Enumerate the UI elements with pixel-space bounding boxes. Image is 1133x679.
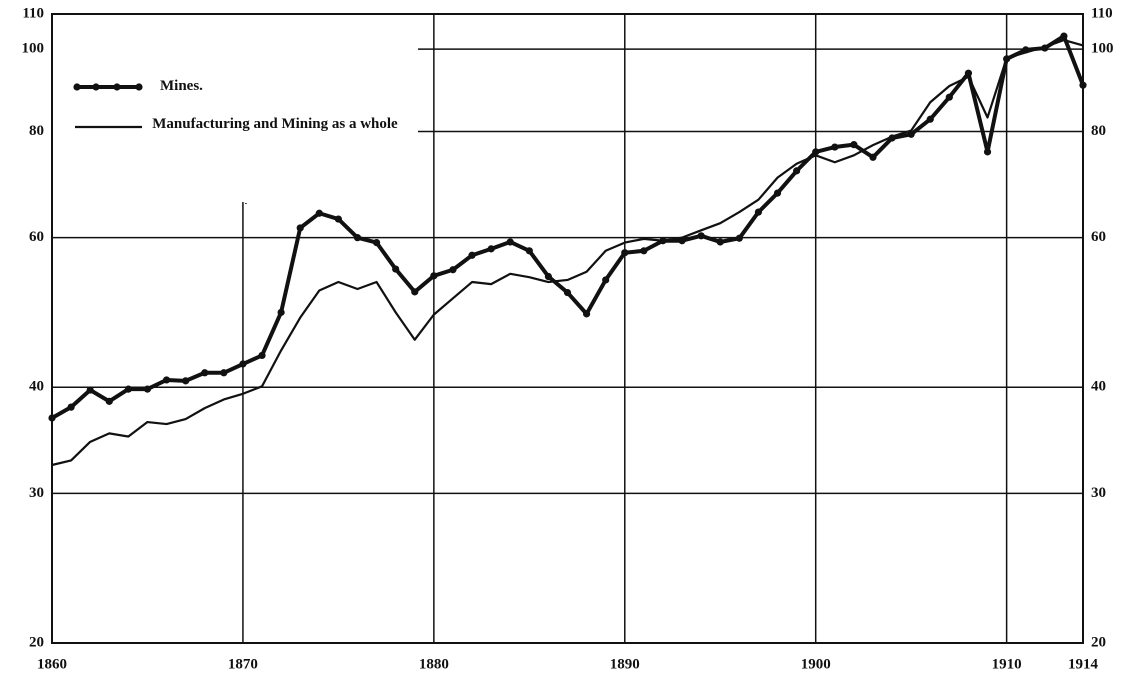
- data-point: [1079, 81, 1087, 89]
- y-tick-label: 100: [22, 41, 45, 57]
- data-point: [640, 247, 648, 255]
- data-point: [602, 276, 610, 284]
- data-point: [239, 360, 247, 368]
- data-point: [392, 265, 400, 273]
- legend-marker: [135, 83, 143, 91]
- y-tick-label-right: 60: [1091, 229, 1106, 245]
- data-point: [411, 288, 419, 296]
- y-tick-label-right: 40: [1091, 379, 1106, 395]
- data-point: [773, 189, 782, 197]
- data-point: [315, 209, 323, 217]
- data-point: [296, 224, 304, 232]
- y-tick-label-right: 110: [1091, 5, 1113, 21]
- data-point: [220, 369, 228, 377]
- data-point: [850, 141, 858, 149]
- y-tick-label-right: 20: [1091, 634, 1106, 650]
- x-tick-label: 1890: [610, 656, 640, 672]
- x-tick-label: 1914: [1068, 656, 1099, 672]
- data-point: [182, 377, 190, 385]
- data-point: [812, 148, 820, 156]
- legend-label: Mines.: [160, 78, 203, 94]
- y-tick-label-right: 100: [1091, 41, 1114, 57]
- x-tick-label: 1860: [37, 656, 67, 672]
- legend-box: [53, 15, 418, 202]
- data-point: [162, 376, 171, 384]
- data-point: [831, 143, 839, 151]
- legend-label: Manufacturing and Mining as a whole: [152, 116, 398, 132]
- data-point: [86, 386, 94, 394]
- data-point: [449, 266, 457, 274]
- legend-marker: [73, 83, 81, 91]
- data-point: [793, 167, 801, 175]
- data-point: [468, 251, 476, 259]
- data-point: [506, 238, 514, 246]
- data-point: [334, 215, 342, 223]
- data-point: [525, 247, 533, 255]
- data-point: [124, 385, 132, 393]
- legend-marker: [92, 83, 100, 91]
- x-tick-label: 1880: [419, 656, 449, 672]
- data-point: [735, 234, 743, 242]
- y-tick-label: 30: [29, 485, 44, 501]
- data-point: [716, 238, 724, 246]
- data-point: [143, 385, 152, 393]
- y-tick-label: 40: [29, 379, 44, 395]
- data-point: [1060, 32, 1068, 40]
- data-point: [582, 310, 591, 318]
- data-point: [697, 232, 705, 240]
- data-point: [430, 272, 438, 280]
- data-point: [621, 249, 629, 257]
- x-tick-label: 1910: [992, 656, 1022, 672]
- series-line: [51, 38, 1084, 467]
- data-point: [201, 369, 209, 377]
- data-point: [869, 153, 877, 161]
- data-point: [487, 245, 495, 253]
- x-tick-label: 1870: [228, 656, 258, 672]
- y-tick-label: 20: [29, 634, 44, 650]
- data-point: [945, 93, 953, 101]
- data-point: [105, 397, 113, 405]
- data-point: [754, 208, 763, 216]
- data-point: [983, 148, 992, 156]
- y-tick-label: 110: [22, 5, 44, 21]
- x-tick-label: 1900: [801, 656, 831, 672]
- legend-marker: [113, 83, 121, 91]
- data-point: [48, 414, 56, 422]
- data-point: [372, 238, 381, 247]
- data-point: [964, 69, 973, 77]
- y-tick-label: 60: [29, 229, 44, 245]
- data-point: [258, 351, 266, 360]
- data-point: [544, 272, 553, 281]
- y-tick-label-right: 80: [1091, 123, 1106, 139]
- data-point: [277, 308, 285, 316]
- y-tick-label-right: 30: [1091, 485, 1106, 501]
- plot-frame: [51, 13, 1084, 644]
- data-point: [67, 403, 75, 411]
- data-point: [907, 130, 915, 138]
- data-point: [353, 234, 362, 242]
- y-tick-label: 80: [29, 123, 44, 139]
- data-point: [926, 115, 934, 123]
- data-point: [563, 288, 572, 297]
